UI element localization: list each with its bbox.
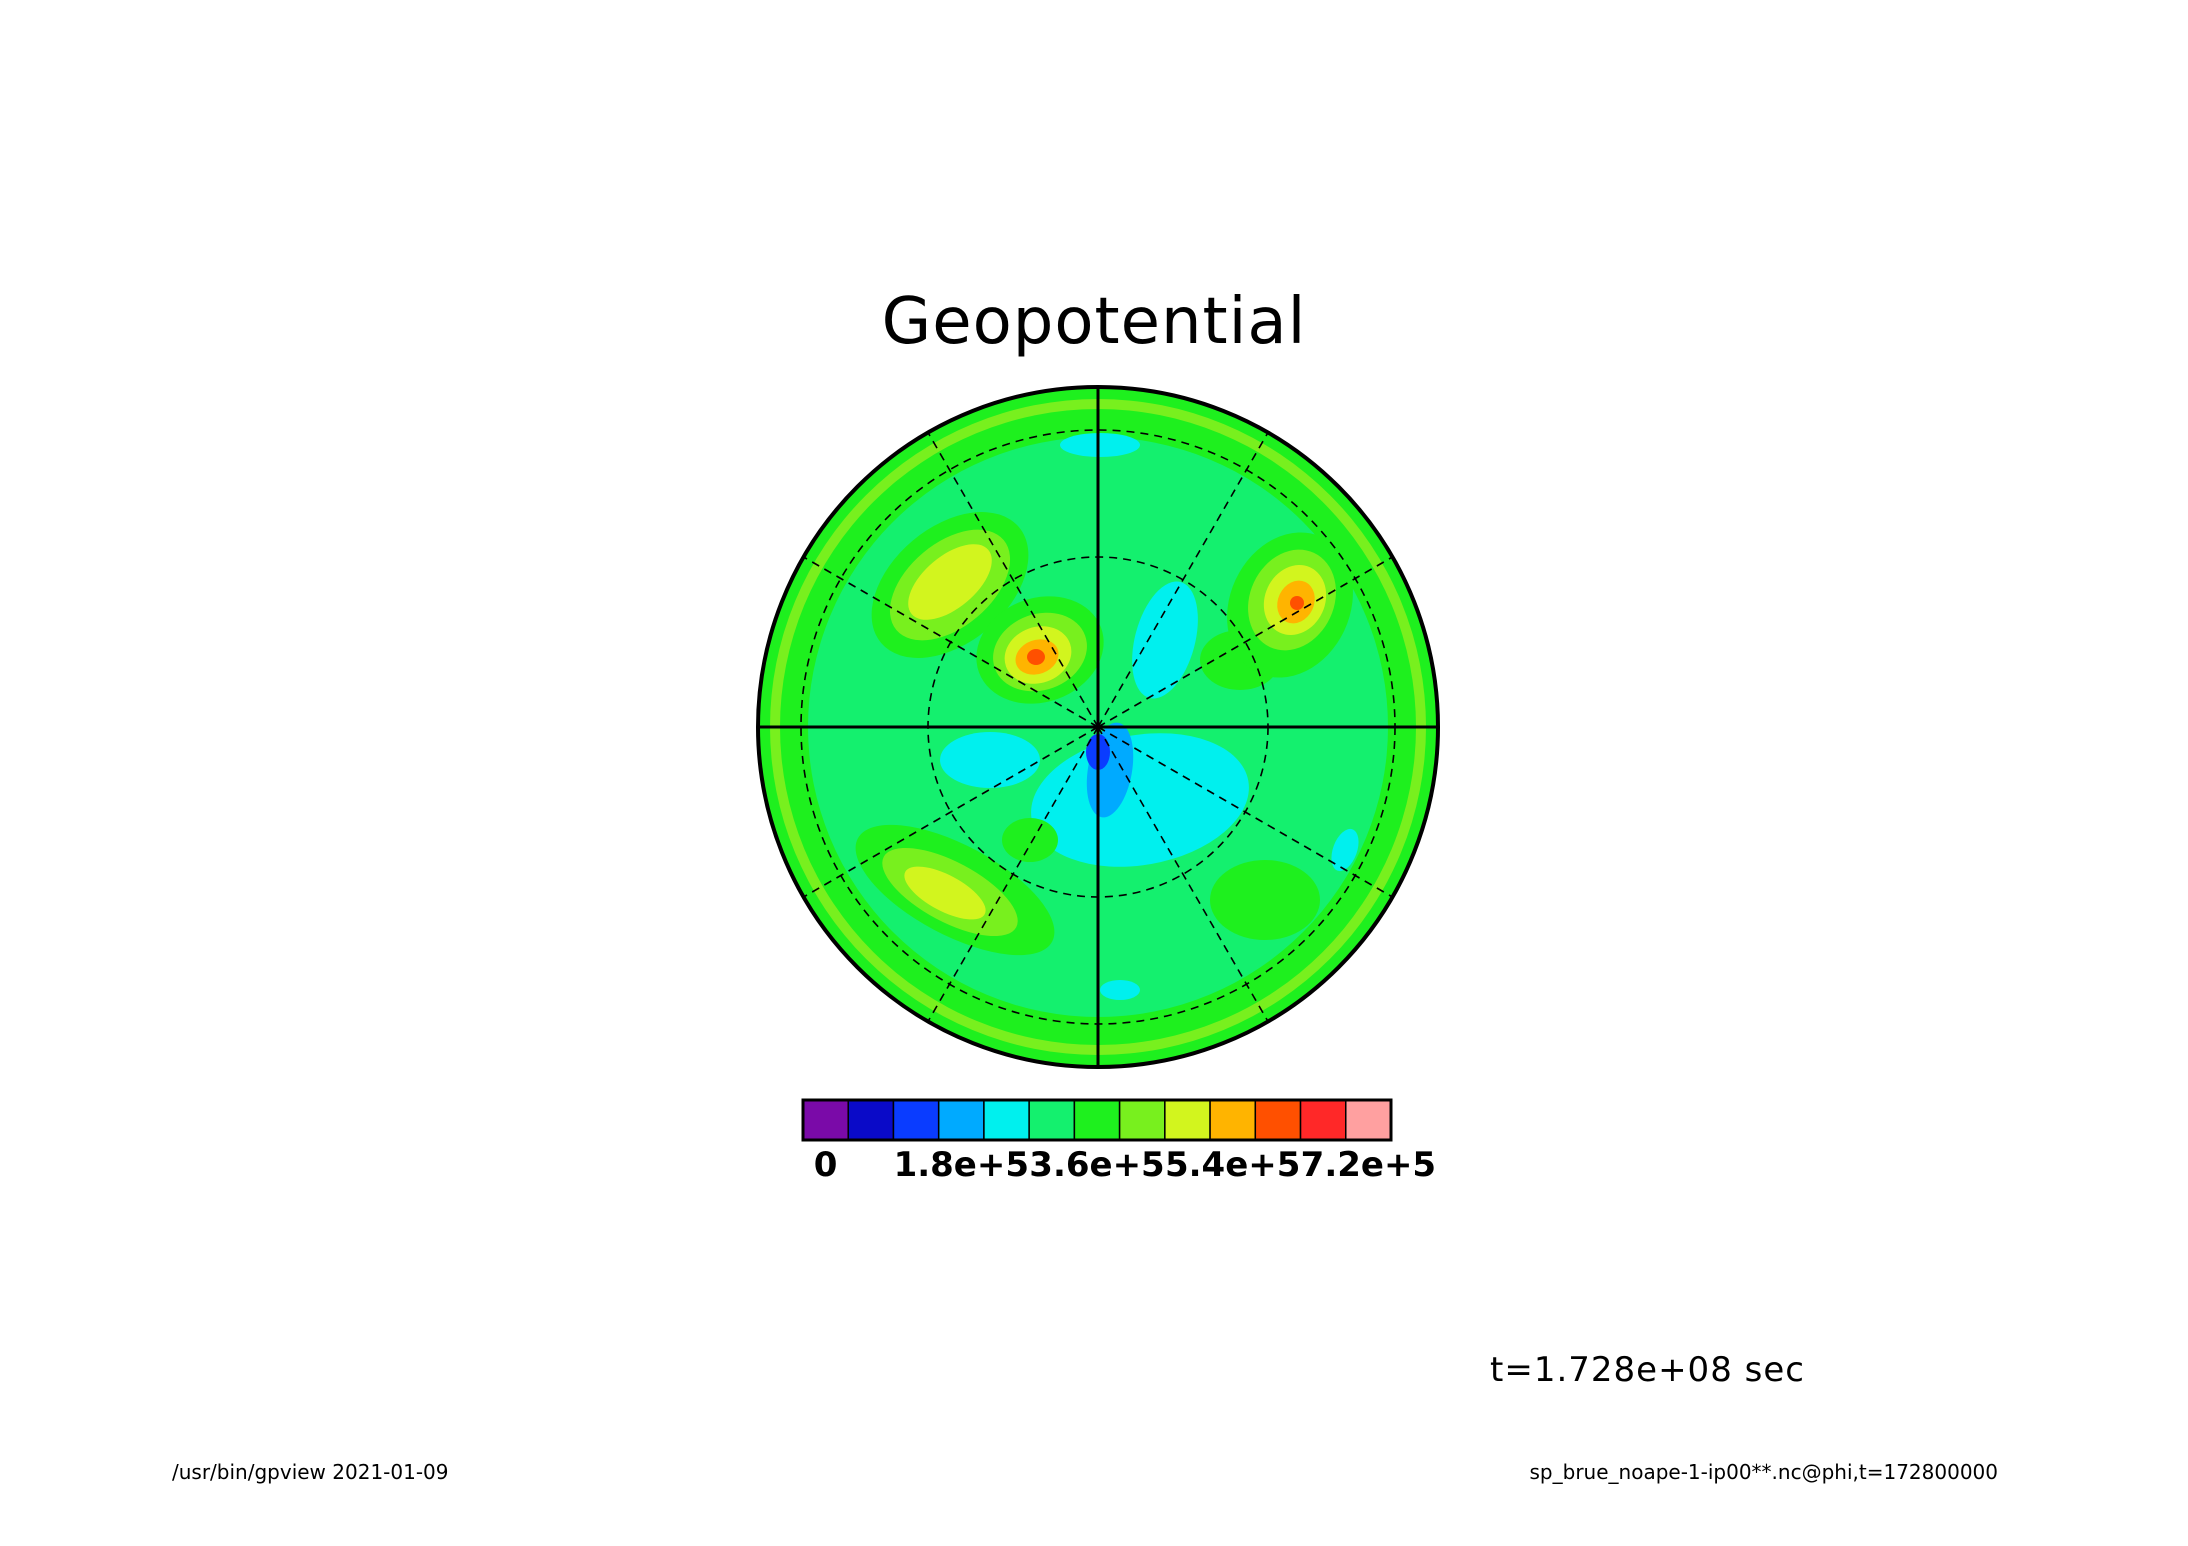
meridian-dashed (803, 726, 1099, 898)
field-ur-max-5 (1290, 596, 1304, 610)
field-lower-mid-green (1002, 818, 1058, 862)
colorbar-swatch (1073, 1099, 1121, 1141)
field-left-cyan (940, 732, 1040, 788)
colorbar-swatch (1164, 1099, 1211, 1141)
colorbar-swatch (1209, 1099, 1257, 1141)
colorbar-tick-label: 3.6e+5 (1029, 1145, 1164, 1185)
colorbar-tick-label: 5.4e+5 (1165, 1145, 1300, 1185)
field-ui-max-5 (1027, 649, 1045, 665)
footer-program-date: /usr/bin/gpview 2021-01-09 (172, 1460, 449, 1484)
colorbar-swatch (1299, 1099, 1347, 1141)
meridian-dashed (927, 432, 1099, 728)
map-boundary (756, 385, 1440, 1069)
field-ul-max-3 (908, 544, 992, 620)
meridian-dashed (1097, 432, 1269, 728)
colorbar-tick-label: 7.2e+5 (1301, 1145, 1436, 1185)
meridian-dashed (1097, 726, 1269, 1022)
colorbar-swatch (1028, 1099, 1076, 1141)
footer-source-file: sp_brue_noape-1-ip00**.nc@phi,t=17280000… (1529, 1460, 1998, 1484)
colorbar: 0 1.8e+5 3.6e+5 5.4e+5 7.2e+5 (801, 1098, 1436, 1185)
time-label: t=1.728e+08 sec (1490, 1350, 1805, 1390)
meridian-dashed (1097, 726, 1393, 898)
meridian-dashed (803, 556, 1099, 728)
map-gridlines (758, 387, 1438, 1067)
field-right-cyan (1331, 828, 1359, 872)
meridian-dashed (927, 726, 1099, 1022)
colorbar-swatch (847, 1099, 895, 1141)
field-ll-max-3 (904, 866, 986, 920)
colorbar-tick-label: 1.8e+5 (894, 1145, 1029, 1185)
colorbar-swatch (1254, 1099, 1302, 1141)
colorbar-swatch (1118, 1099, 1166, 1141)
colorbar-swatch (892, 1099, 940, 1141)
colorbar-frame (801, 1098, 1393, 1142)
colorbar-swatch (1345, 1099, 1392, 1141)
meridian-dashed (1097, 556, 1393, 728)
field-upper-cyan (1132, 581, 1198, 699)
field-lower-right-green (1210, 860, 1320, 940)
colorbar-swatch (802, 1099, 849, 1141)
field-bottom-cyan (1100, 980, 1140, 1000)
chart-title: Geopotential (881, 285, 1307, 359)
field-top-cyan (1060, 433, 1140, 457)
colorbar-swatch (983, 1099, 1030, 1141)
colorbar-tick-label: 0 (814, 1145, 838, 1185)
colorbar-swatch (937, 1099, 985, 1141)
